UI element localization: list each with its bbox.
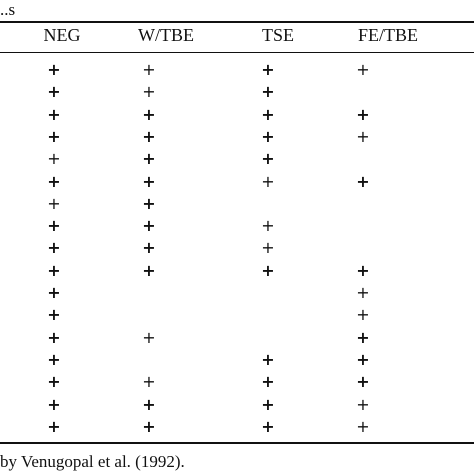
table-cell: + — [261, 60, 275, 79]
table-cell: + — [47, 283, 61, 302]
table-row: + + — [0, 282, 474, 304]
table-cell: + — [142, 372, 156, 392]
table-cell: + — [47, 305, 61, 325]
table-cell: + — [47, 327, 61, 347]
table-cell: + — [356, 416, 370, 436]
table-row: + + — [0, 193, 474, 215]
table-cell: + — [261, 416, 275, 436]
table-cell: + — [47, 60, 61, 79]
table-cell: + — [142, 394, 156, 414]
table-top-rule — [0, 21, 474, 23]
table-cell: + — [356, 372, 370, 392]
table-row: + + + — [0, 81, 474, 103]
table-cell: + — [47, 216, 61, 236]
table-header-rule — [0, 52, 474, 53]
table-cell: + — [356, 126, 370, 146]
table-row: + + + + — [0, 59, 474, 81]
table-cell: + — [356, 305, 370, 325]
table-cell: + — [261, 394, 275, 414]
table-row: + + + + — [0, 104, 474, 126]
table-cell: + — [261, 238, 275, 258]
table-cell: + — [47, 416, 61, 436]
table-row: + + + — [0, 237, 474, 259]
table-cell: + — [142, 193, 156, 213]
table-cell: + — [142, 126, 156, 146]
table-row: + + + + — [0, 171, 474, 193]
table-cell: + — [261, 260, 275, 280]
table-cell: + — [142, 238, 156, 258]
table-cell: + — [356, 394, 370, 414]
table-cell: + — [47, 171, 61, 191]
table-cell: + — [356, 327, 370, 347]
table-row: + + + — [0, 349, 474, 371]
table-row: + + + + — [0, 394, 474, 416]
table-cell: + — [142, 260, 156, 280]
table-cell: + — [356, 260, 370, 280]
table-cell: + — [261, 82, 275, 102]
table-bottom-rule — [0, 442, 474, 444]
table-cell: + — [356, 283, 370, 302]
table-cell: + — [142, 171, 156, 191]
table-cell: + — [47, 149, 61, 169]
table-cell: + — [261, 104, 275, 124]
table-cell: + — [47, 82, 61, 102]
table-cell: + — [47, 260, 61, 280]
table-row: + + + + — [0, 371, 474, 393]
top-text-fragment: ..s — [0, 0, 16, 19]
table-cell: + — [47, 126, 61, 146]
table-row: + + + + — [0, 260, 474, 282]
table-cell: + — [356, 60, 370, 79]
table-row: + + + — [0, 148, 474, 170]
table-row: + + + — [0, 215, 474, 237]
table-cell: + — [261, 126, 275, 146]
table-row: + + + — [0, 327, 474, 349]
table-cell: + — [261, 171, 275, 191]
table-cell: + — [261, 372, 275, 392]
header-w-tbe: W/TBE — [138, 25, 194, 45]
footnote: by Venugopal et al. (1992). — [0, 452, 185, 471]
table-cell: + — [142, 104, 156, 124]
table-cell: + — [47, 193, 61, 213]
header-neg: NEG — [43, 25, 81, 45]
table-cell: + — [142, 149, 156, 169]
table-cell: + — [47, 372, 61, 392]
table-cell: + — [142, 416, 156, 436]
header-fe-tbe: FE/TBE — [357, 25, 419, 45]
table-cell: + — [47, 394, 61, 414]
table-cell: + — [47, 349, 61, 369]
table-row: + + + + — [0, 416, 474, 438]
table-cell: + — [356, 349, 370, 369]
table-cell: + — [261, 216, 275, 236]
table-cell: + — [142, 216, 156, 236]
table-cell: + — [47, 238, 61, 258]
table-cell: + — [47, 104, 61, 124]
table-cell: + — [356, 171, 370, 191]
table-cell: + — [142, 327, 156, 347]
table-cell: + — [261, 349, 275, 369]
header-tse: TSE — [261, 25, 295, 45]
table-row: + + — [0, 304, 474, 326]
table-cell: + — [261, 149, 275, 169]
table-cell: + — [142, 82, 156, 102]
table-cell: + — [356, 104, 370, 124]
table-row: + + + + — [0, 126, 474, 148]
table-cell: + — [142, 60, 156, 79]
